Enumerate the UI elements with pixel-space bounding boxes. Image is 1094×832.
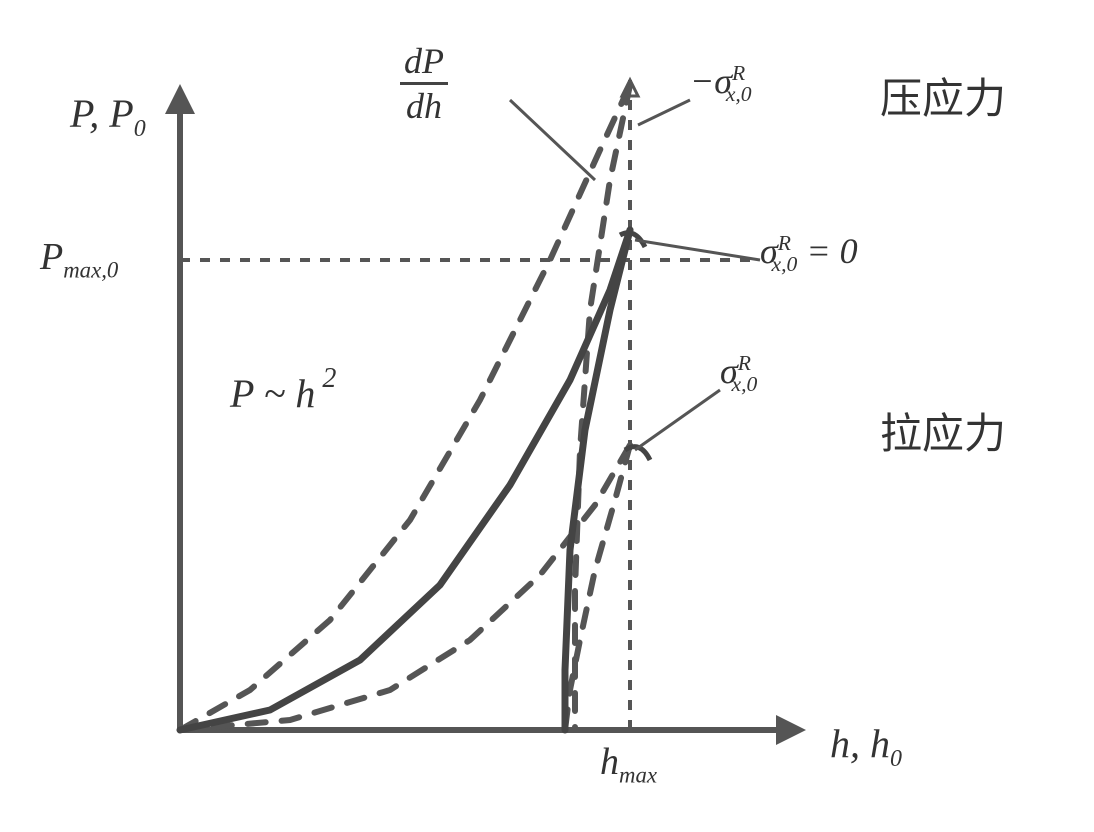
p-h-squared-label: P ~ h 2 (230, 370, 336, 417)
dpdh-label: dP dh (400, 40, 448, 127)
sigma-positive-label: σRx,0 (720, 350, 757, 397)
tensile-stress-label: 拉应力 (880, 400, 1006, 461)
sigma-zero-label: σRx,0 = 0 (760, 230, 858, 277)
p-max0-label: Pmax,0 (40, 235, 118, 284)
compressive-stress-label: 压应力 (880, 65, 1006, 126)
h-max-label: hmax (600, 740, 657, 789)
sigma-negative-label: −σRx,0 (690, 60, 752, 107)
chart-container: P, P0 h, h0 Pmax,0 hmax P ~ h 2 dP dh −σ… (40, 30, 1060, 810)
y-axis-label: P, P0 (70, 90, 146, 143)
x-axis-label: h, h0 (830, 720, 902, 773)
